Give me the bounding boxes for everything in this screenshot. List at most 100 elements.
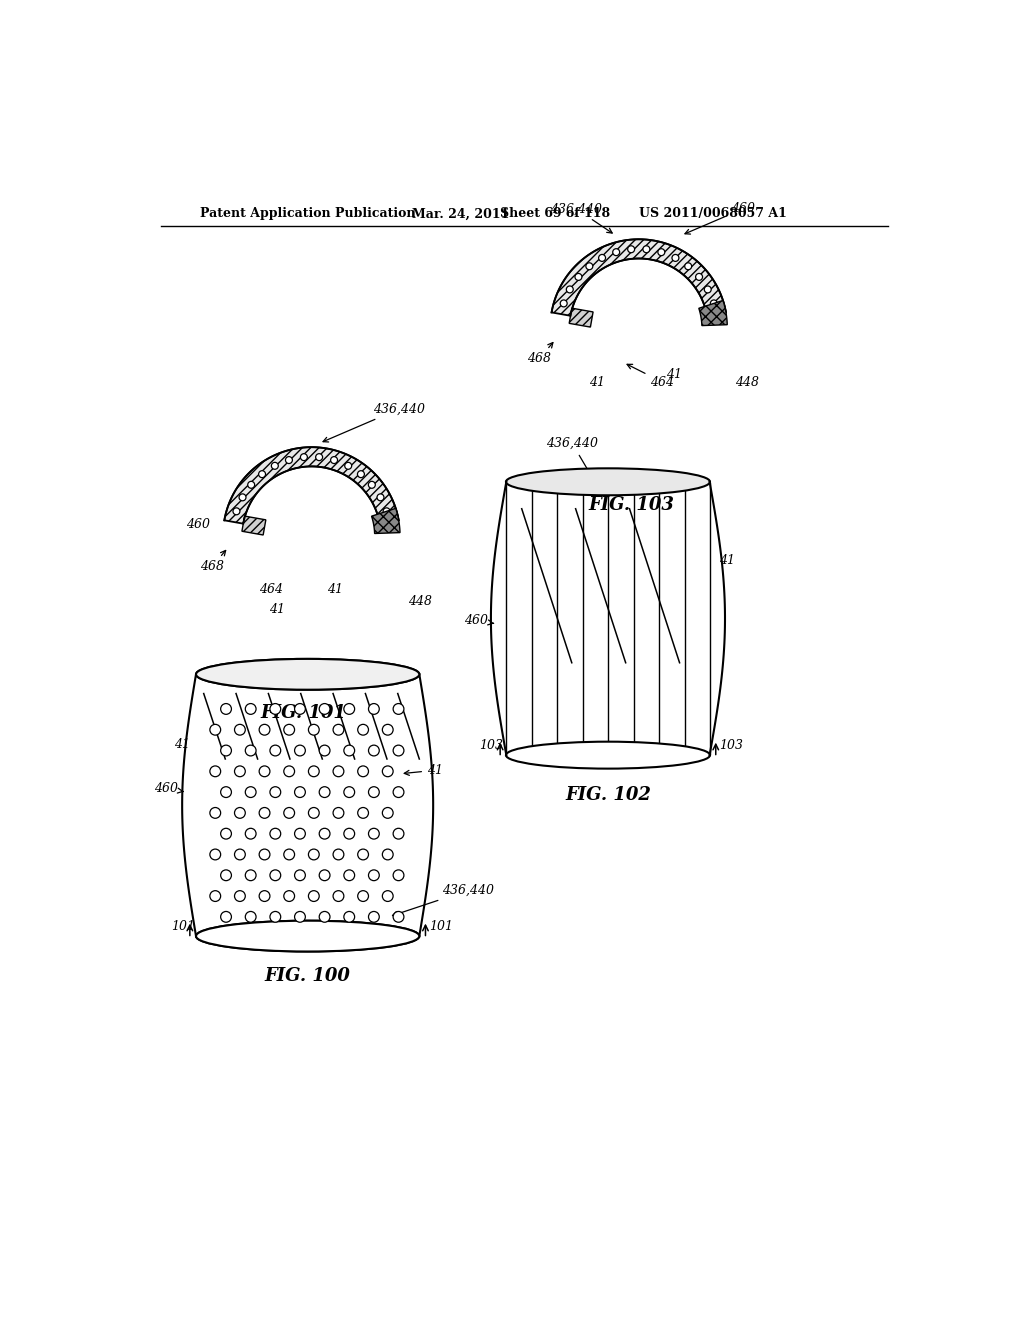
Circle shape — [295, 911, 305, 923]
Text: 448: 448 — [408, 595, 432, 609]
Ellipse shape — [196, 659, 419, 689]
Circle shape — [333, 766, 344, 776]
Circle shape — [319, 911, 330, 923]
Circle shape — [319, 744, 330, 756]
Text: 464: 464 — [259, 583, 284, 597]
Text: 436,440: 436,440 — [550, 202, 612, 234]
Text: 41: 41 — [589, 376, 605, 388]
Circle shape — [259, 891, 270, 902]
Circle shape — [270, 911, 281, 923]
Circle shape — [220, 787, 231, 797]
Circle shape — [270, 787, 281, 797]
Circle shape — [586, 263, 593, 269]
Text: 460: 460 — [154, 783, 183, 795]
Circle shape — [295, 744, 305, 756]
Circle shape — [357, 808, 369, 818]
Circle shape — [286, 457, 293, 463]
Circle shape — [270, 744, 281, 756]
Circle shape — [628, 246, 635, 252]
Circle shape — [295, 829, 305, 840]
Circle shape — [382, 808, 393, 818]
Circle shape — [333, 808, 344, 818]
Circle shape — [210, 891, 220, 902]
Circle shape — [210, 849, 220, 859]
Polygon shape — [569, 308, 593, 327]
Circle shape — [246, 870, 256, 880]
Circle shape — [566, 286, 573, 293]
Circle shape — [393, 787, 403, 797]
Circle shape — [393, 911, 403, 923]
Circle shape — [369, 911, 379, 923]
Ellipse shape — [506, 742, 710, 768]
Circle shape — [284, 725, 295, 735]
Circle shape — [284, 766, 295, 776]
Circle shape — [210, 766, 220, 776]
Text: Patent Application Publication: Patent Application Publication — [200, 207, 416, 220]
Text: 436,440: 436,440 — [392, 884, 495, 916]
Text: 464: 464 — [627, 364, 675, 388]
Polygon shape — [552, 239, 726, 315]
Circle shape — [612, 248, 620, 256]
Circle shape — [672, 255, 679, 261]
Text: 101: 101 — [429, 920, 454, 933]
Circle shape — [246, 744, 256, 756]
Circle shape — [393, 744, 403, 756]
Circle shape — [643, 246, 650, 252]
Circle shape — [369, 482, 376, 488]
Circle shape — [308, 891, 319, 902]
Text: FIG. 100: FIG. 100 — [265, 968, 350, 985]
Circle shape — [259, 725, 270, 735]
Circle shape — [393, 704, 403, 714]
Text: 436,440: 436,440 — [323, 403, 425, 442]
Circle shape — [284, 891, 295, 902]
Circle shape — [234, 725, 246, 735]
Text: 448: 448 — [735, 376, 759, 388]
Polygon shape — [490, 482, 725, 755]
Text: FIG. 101: FIG. 101 — [261, 704, 347, 722]
Circle shape — [233, 508, 240, 515]
Circle shape — [382, 725, 393, 735]
Circle shape — [248, 482, 255, 488]
Text: 103: 103 — [720, 739, 743, 752]
Circle shape — [295, 870, 305, 880]
Circle shape — [284, 808, 295, 818]
Circle shape — [369, 704, 379, 714]
Text: 436,440: 436,440 — [547, 437, 598, 474]
Circle shape — [357, 471, 365, 478]
Circle shape — [300, 454, 307, 461]
Ellipse shape — [196, 921, 419, 952]
Circle shape — [599, 255, 605, 261]
Polygon shape — [224, 447, 398, 524]
Text: 103: 103 — [479, 739, 504, 752]
Circle shape — [220, 911, 231, 923]
Circle shape — [369, 787, 379, 797]
Text: 460: 460 — [464, 614, 494, 627]
Circle shape — [393, 829, 403, 840]
Circle shape — [344, 911, 354, 923]
Circle shape — [357, 725, 369, 735]
Circle shape — [382, 766, 393, 776]
Circle shape — [234, 849, 246, 859]
Circle shape — [383, 508, 390, 515]
Circle shape — [319, 870, 330, 880]
Circle shape — [271, 462, 279, 470]
Circle shape — [220, 704, 231, 714]
Circle shape — [711, 300, 717, 306]
Circle shape — [259, 471, 265, 478]
Circle shape — [574, 273, 582, 280]
Circle shape — [685, 263, 691, 269]
Polygon shape — [182, 675, 433, 936]
Polygon shape — [242, 516, 266, 535]
Text: Sheet 69 of 118: Sheet 69 of 118 — [500, 207, 610, 220]
Text: FIG. 103: FIG. 103 — [588, 496, 674, 513]
Polygon shape — [698, 301, 727, 326]
Circle shape — [369, 870, 379, 880]
Circle shape — [259, 808, 270, 818]
Circle shape — [369, 829, 379, 840]
Circle shape — [319, 829, 330, 840]
Text: 41: 41 — [174, 738, 190, 751]
Text: 468: 468 — [200, 550, 225, 573]
Circle shape — [270, 704, 281, 714]
Circle shape — [308, 849, 319, 859]
Text: 41: 41 — [269, 603, 285, 615]
